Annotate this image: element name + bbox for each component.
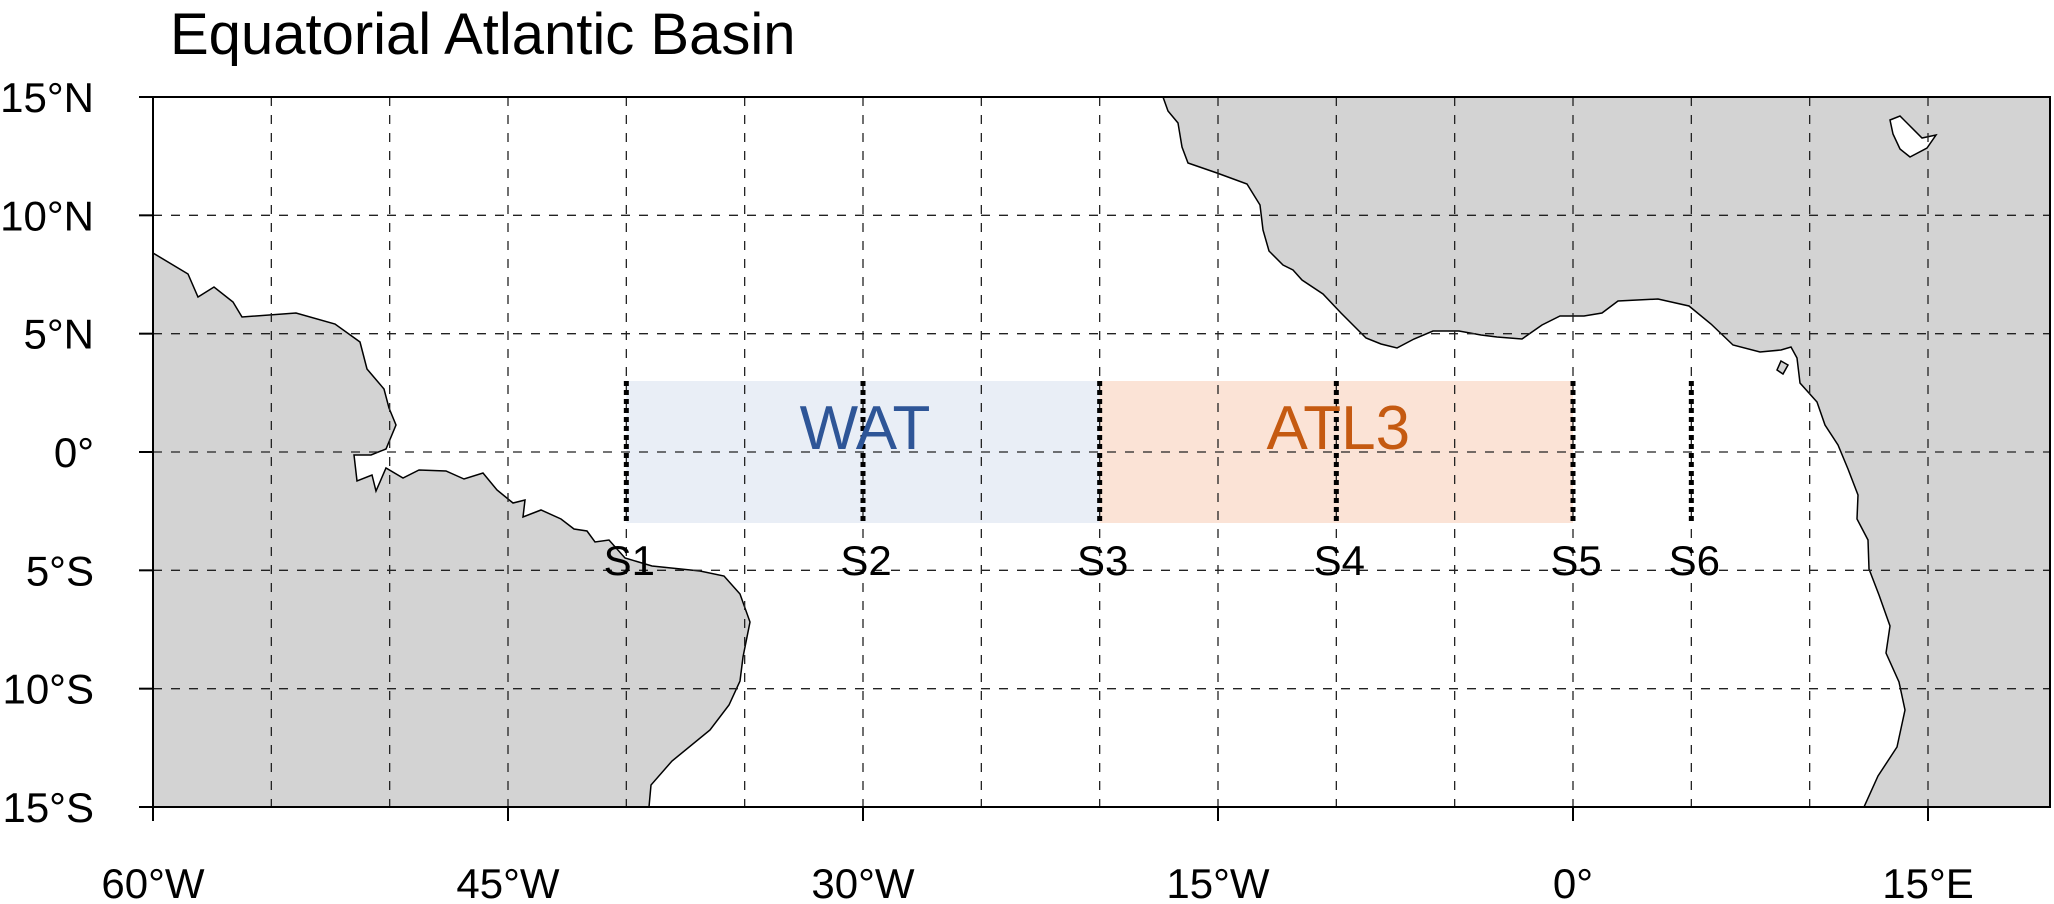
section-s6-label: S6: [1669, 537, 1720, 584]
section-s1-label: S1: [604, 537, 655, 584]
x-tick-label: 30°W: [811, 860, 915, 904]
x-tick-label: 15°W: [1166, 860, 1270, 904]
labels-layer: WAT ATL3 S1 S2 S3 S4 S5 S6: [604, 394, 1720, 584]
south-america-landmass: [153, 252, 751, 807]
west-africa-landmass: [1162, 97, 2050, 807]
x-tick-label: 0°: [1553, 860, 1593, 904]
x-tick-label: 15°E: [1882, 860, 1974, 904]
region-atl3-label: ATL3: [1267, 394, 1411, 463]
y-tick-label: 10°S: [2, 666, 94, 713]
bioko-island: [1776, 359, 1790, 376]
section-s5-label: S5: [1550, 537, 1601, 584]
x-tick-label: 45°W: [456, 860, 560, 904]
y-tick-label: 0°: [54, 429, 94, 476]
y-tick-label: 15°N: [0, 74, 94, 121]
y-tick-label: 15°S: [2, 784, 94, 831]
axis-layer: 60°W 45°W 30°W 15°W 0° 15°E 15°N 10°N 5°N 0° 5°S 10…: [0, 74, 1974, 904]
y-tick-label: 10°N: [0, 192, 94, 239]
x-tick-label: 60°W: [101, 860, 205, 904]
map-area: [153, 97, 2050, 807]
section-s2-label: S2: [840, 537, 891, 584]
sections-layer: [623, 381, 1694, 523]
region-wat-label: WAT: [800, 394, 931, 463]
section-s3-label: S3: [1077, 537, 1128, 584]
y-tick-label: 5°S: [26, 547, 94, 594]
ocean-inlet-northeast: [1889, 115, 1938, 158]
section-s4-label: S4: [1314, 537, 1365, 584]
y-tick-label: 5°N: [24, 311, 95, 358]
map-title: Equatorial Atlantic Basin: [170, 2, 795, 67]
